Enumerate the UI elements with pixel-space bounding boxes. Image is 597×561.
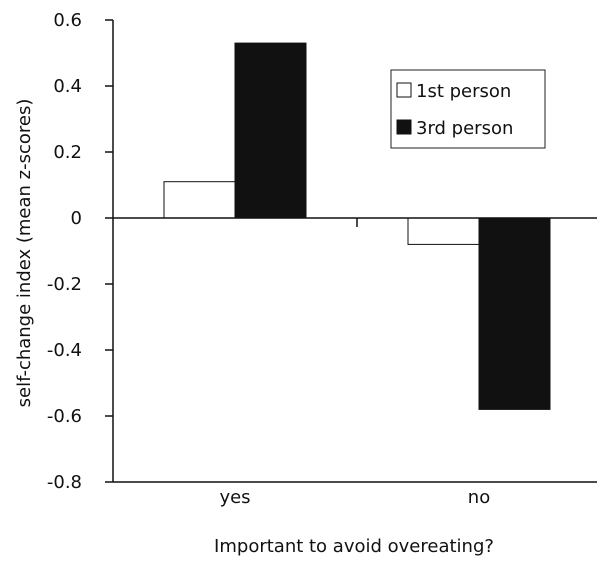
y-tick-label-7: -0.8 bbox=[47, 472, 82, 493]
legend: 1st person 3rd person bbox=[390, 69, 546, 149]
y-tick-label-2: 0.2 bbox=[53, 142, 82, 163]
y-tick-label-1: 0.4 bbox=[53, 76, 82, 97]
bar-yes-1st-person bbox=[163, 181, 236, 219]
y-axis-title: self-change index (mean z-scores) bbox=[14, 99, 35, 408]
legend-swatch-1st-person bbox=[396, 82, 412, 98]
y-tick-label-5: -0.4 bbox=[47, 340, 82, 361]
legend-swatch-3rd-person bbox=[396, 119, 412, 135]
legend-label-1st-person: 1st person bbox=[416, 81, 511, 102]
legend-label-3rd-person: 3rd person bbox=[416, 118, 513, 139]
y-tick-label-6: -0.6 bbox=[47, 406, 82, 427]
plot-area: yes no 0.6 0.4 0.2 0 -0.2 -0.4 -0.6 -0.8 bbox=[47, 10, 597, 508]
bar-yes-3rd-person bbox=[234, 42, 307, 219]
y-tick-label-3: 0 bbox=[71, 208, 82, 229]
y-tick-label-4: -0.2 bbox=[47, 274, 82, 295]
bar-no-3rd-person bbox=[478, 217, 551, 410]
y-tick-label-0: 0.6 bbox=[53, 10, 82, 31]
legend-box bbox=[390, 69, 546, 149]
x-tick-label-no: no bbox=[468, 487, 490, 508]
bar-no-1st-person bbox=[407, 217, 480, 245]
x-axis-title: Important to avoid overeating? bbox=[214, 536, 494, 557]
x-tick-label-yes: yes bbox=[219, 487, 250, 508]
